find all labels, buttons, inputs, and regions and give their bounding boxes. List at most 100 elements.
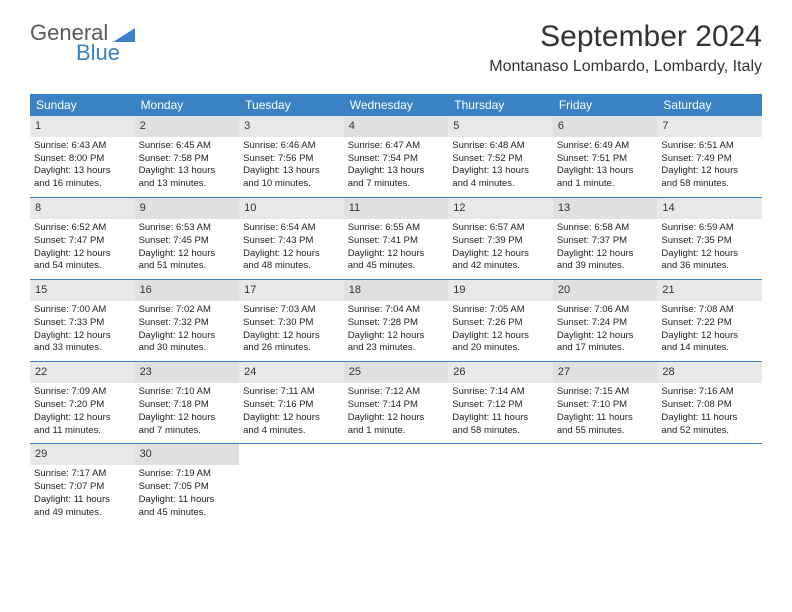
day-cell: 7Sunrise: 6:51 AMSunset: 7:49 PMDaylight… — [657, 116, 762, 197]
daylight-text: and 45 minutes. — [348, 260, 445, 273]
sunrise-text: Sunrise: 7:03 AM — [243, 304, 340, 317]
week-row: 8Sunrise: 6:52 AMSunset: 7:47 PMDaylight… — [30, 198, 762, 280]
day-number: 4 — [344, 116, 449, 137]
daylight-text: Daylight: 12 hours — [243, 248, 340, 261]
daylight-text: Daylight: 12 hours — [348, 330, 445, 343]
day-number: 27 — [553, 362, 658, 383]
daylight-text: Daylight: 12 hours — [661, 248, 758, 261]
sunset-text: Sunset: 7:56 PM — [243, 153, 340, 166]
day-header-cell: Thursday — [448, 94, 553, 116]
day-header-cell: Wednesday — [344, 94, 449, 116]
sunrise-text: Sunrise: 6:46 AM — [243, 140, 340, 153]
sunrise-text: Sunrise: 7:05 AM — [452, 304, 549, 317]
sunrise-text: Sunrise: 7:02 AM — [139, 304, 236, 317]
day-cell: 23Sunrise: 7:10 AMSunset: 7:18 PMDayligh… — [135, 362, 240, 443]
daylight-text: Daylight: 13 hours — [348, 165, 445, 178]
daylight-text: and 39 minutes. — [557, 260, 654, 273]
daylight-text: and 13 minutes. — [139, 178, 236, 191]
day-cell: 18 Sunrise: 7:04 AMSunset: 7:28 PMDayligh… — [344, 280, 449, 361]
day-cell: 13Sunrise: 6:58 AMSunset: 7:37 PMDayligh… — [553, 198, 658, 279]
day-number: 25 — [344, 362, 449, 383]
sunrise-text: Sunrise: 6:57 AM — [452, 222, 549, 235]
day-number: 18 — [344, 280, 449, 301]
week-row: 15Sunrise: 7:00 AMSunset: 7:33 PMDayligh… — [30, 280, 762, 362]
sunset-text: Sunset: 7:37 PM — [557, 235, 654, 248]
sunset-text: Sunset: 7:28 PM — [348, 317, 445, 330]
sunrise-text: Sunrise: 6:49 AM — [557, 140, 654, 153]
daylight-text: and 54 minutes. — [34, 260, 131, 273]
week-row: 29Sunrise: 7:17 AMSunset: 7:07 PMDayligh… — [30, 444, 762, 525]
day-number: 6 — [553, 116, 658, 137]
sunrise-text: Sunrise: 7:19 AM — [139, 468, 236, 481]
day-number: 21 — [657, 280, 762, 301]
sunrise-text: Sunrise: 6:51 AM — [661, 140, 758, 153]
daylight-text: and 49 minutes. — [34, 507, 131, 520]
empty-cell — [344, 444, 449, 525]
daylight-text: and 16 minutes. — [34, 178, 131, 191]
daylight-text: and 33 minutes. — [34, 342, 131, 355]
daylight-text: and 20 minutes. — [452, 342, 549, 355]
day-cell: 28Sunrise: 7:16 AMSunset: 7:08 PMDayligh… — [657, 362, 762, 443]
day-number: 30 — [135, 444, 240, 465]
day-number: 2 — [135, 116, 240, 137]
daylight-text: Daylight: 11 hours — [661, 412, 758, 425]
day-cell: 15Sunrise: 7:00 AMSunset: 7:33 PMDayligh… — [30, 280, 135, 361]
daylight-text: Daylight: 12 hours — [452, 330, 549, 343]
sunset-text: Sunset: 7:12 PM — [452, 399, 549, 412]
day-cell: 8Sunrise: 6:52 AMSunset: 7:47 PMDaylight… — [30, 198, 135, 279]
day-header-cell: Saturday — [657, 94, 762, 116]
daylight-text: and 52 minutes. — [661, 425, 758, 438]
sunset-text: Sunset: 7:18 PM — [139, 399, 236, 412]
daylight-text: and 58 minutes. — [661, 178, 758, 191]
sunrise-text: Sunrise: 7:11 AM — [243, 386, 340, 399]
day-header-cell: Monday — [135, 94, 240, 116]
daylight-text: Daylight: 13 hours — [452, 165, 549, 178]
day-cell: 24Sunrise: 7:11 AMSunset: 7:16 PMDayligh… — [239, 362, 344, 443]
empty-cell — [239, 444, 344, 525]
sunrise-text: Sunrise: 7:04 AM — [348, 304, 445, 317]
day-cell: 17Sunrise: 7:03 AMSunset: 7:30 PMDayligh… — [239, 280, 344, 361]
sunset-text: Sunset: 7:07 PM — [34, 481, 131, 494]
daylight-text: Daylight: 12 hours — [243, 412, 340, 425]
sunset-text: Sunset: 7:22 PM — [661, 317, 758, 330]
day-number: 9 — [135, 198, 240, 219]
sunset-text: Sunset: 7:30 PM — [243, 317, 340, 330]
day-cell: 22Sunrise: 7:09 AMSunset: 7:20 PMDayligh… — [30, 362, 135, 443]
week-row: 22Sunrise: 7:09 AMSunset: 7:20 PMDayligh… — [30, 362, 762, 444]
daylight-text: Daylight: 13 hours — [243, 165, 340, 178]
day-number: 14 — [657, 198, 762, 219]
day-cell: 3 Sunrise: 6:46 AMSunset: 7:56 PMDaylight… — [239, 116, 344, 197]
daylight-text: Daylight: 12 hours — [661, 165, 758, 178]
daylight-text: and 30 minutes. — [139, 342, 236, 355]
daylight-text: and 17 minutes. — [557, 342, 654, 355]
sunrise-text: Sunrise: 6:59 AM — [661, 222, 758, 235]
sunrise-text: Sunrise: 7:08 AM — [661, 304, 758, 317]
day-cell: 27Sunrise: 7:15 AMSunset: 7:10 PMDayligh… — [553, 362, 658, 443]
daylight-text: Daylight: 12 hours — [243, 330, 340, 343]
day-header-cell: Friday — [553, 94, 658, 116]
day-number: 11 — [344, 198, 449, 219]
day-number: 22 — [30, 362, 135, 383]
sunset-text: Sunset: 7:08 PM — [661, 399, 758, 412]
sunset-text: Sunset: 7:49 PM — [661, 153, 758, 166]
sunset-text: Sunset: 7:45 PM — [139, 235, 236, 248]
day-number: 3 — [239, 116, 344, 137]
daylight-text: Daylight: 11 hours — [139, 494, 236, 507]
sunset-text: Sunset: 7:16 PM — [243, 399, 340, 412]
day-number: 26 — [448, 362, 553, 383]
sunset-text: Sunset: 7:41 PM — [348, 235, 445, 248]
day-cell: 12Sunrise: 6:57 AMSunset: 7:39 PMDayligh… — [448, 198, 553, 279]
daylight-text: and 58 minutes. — [452, 425, 549, 438]
daylight-text: and 26 minutes. — [243, 342, 340, 355]
day-cell: 14Sunrise: 6:59 AMSunset: 7:35 PMDayligh… — [657, 198, 762, 279]
day-number: 15 — [30, 280, 135, 301]
day-cell: 1Sunrise: 6:43 AMSunset: 8:00 PMDaylight… — [30, 116, 135, 197]
day-number: 16 — [135, 280, 240, 301]
sunrise-text: Sunrise: 6:54 AM — [243, 222, 340, 235]
sunrise-text: Sunrise: 6:52 AM — [34, 222, 131, 235]
day-number: 29 — [30, 444, 135, 465]
daylight-text: and 51 minutes. — [139, 260, 236, 273]
sunset-text: Sunset: 8:00 PM — [34, 153, 131, 166]
sunset-text: Sunset: 7:14 PM — [348, 399, 445, 412]
day-cell: 4Sunrise: 6:47 AMSunset: 7:54 PMDaylight… — [344, 116, 449, 197]
